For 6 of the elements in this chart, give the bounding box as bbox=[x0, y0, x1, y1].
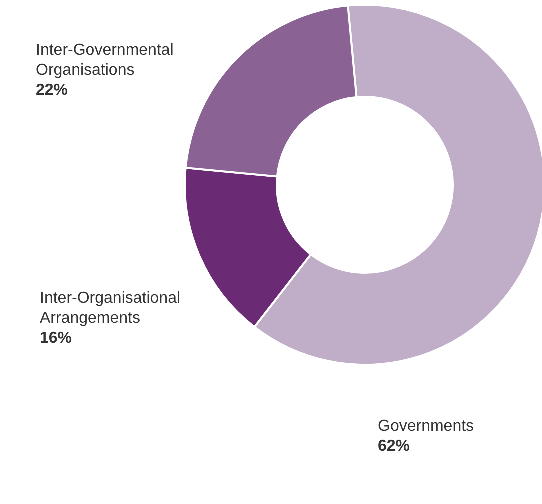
slice-label: Governments bbox=[378, 418, 474, 435]
data-label: 22% bbox=[36, 82, 68, 99]
slice-label: Inter-Governmental Organisations bbox=[36, 42, 174, 79]
data-label: 62% bbox=[378, 438, 410, 455]
slice-label: Inter-Organisational Arrangements bbox=[40, 290, 181, 327]
data-label: 16% bbox=[40, 330, 72, 347]
